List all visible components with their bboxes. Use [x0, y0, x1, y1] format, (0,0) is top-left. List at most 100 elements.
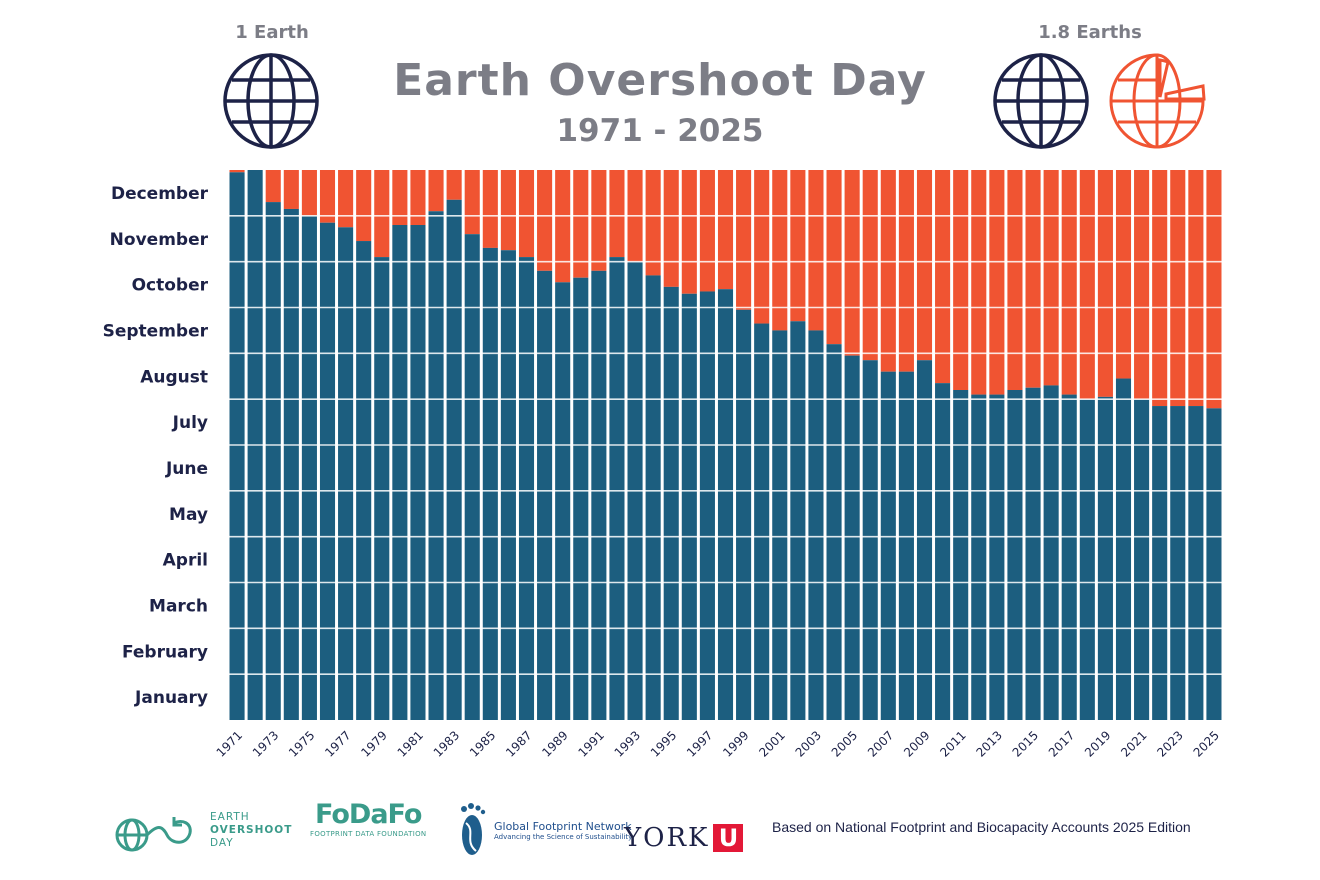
year-label-2011: 2011 — [937, 728, 968, 759]
gfn-name: Global Footprint Network — [494, 819, 632, 833]
year-label-2023: 2023 — [1154, 728, 1185, 759]
overshoot-bar-2017 — [1061, 170, 1077, 395]
bar-1988 — [537, 270, 553, 720]
month-label-november: November — [110, 230, 209, 250]
one-point-eight-earths-label: 1.8 Earths — [1038, 22, 1142, 43]
bar-1984 — [464, 234, 480, 720]
bar-2018 — [1079, 399, 1095, 720]
year-label-1979: 1979 — [358, 728, 389, 759]
bar-2022 — [1152, 406, 1168, 720]
bar-1996 — [681, 293, 697, 720]
overshoot-bar-1976 — [319, 170, 336, 223]
overshoot-bar-1977 — [338, 170, 354, 228]
month-label-october: October — [132, 276, 209, 296]
overshoot-bar-2010 — [935, 170, 951, 384]
bar-2007 — [880, 371, 896, 720]
bar-2003 — [808, 330, 824, 720]
overshoot-bar-1981 — [410, 170, 426, 225]
globe-icon — [993, 53, 1089, 149]
bar-2006 — [862, 360, 878, 720]
bar-1992 — [609, 257, 625, 720]
bar-2011 — [953, 390, 969, 720]
bar-1989 — [555, 282, 571, 720]
month-label-july: July — [172, 413, 208, 433]
bar-1995 — [663, 286, 679, 720]
year-label-1975: 1975 — [286, 728, 317, 759]
overshoot-bar-2001 — [772, 170, 788, 331]
bar-1982 — [428, 211, 444, 720]
bar-1975 — [301, 215, 317, 721]
month-label-april: April — [163, 551, 208, 571]
overshoot-bar-2002 — [790, 170, 806, 322]
year-label-1977: 1977 — [322, 728, 353, 759]
year-label-2003: 2003 — [793, 728, 824, 759]
bar-2025 — [1206, 408, 1222, 720]
overshoot-bar-chart: January February March April May June July Augu… — [103, 170, 1223, 760]
overshoot-bar-2003 — [808, 170, 824, 331]
year-label-1985: 1985 — [467, 728, 498, 759]
earth-overshoot-day-logo: EARTH OVERSHOOT DAY — [112, 800, 292, 860]
bar-2021 — [1134, 399, 1150, 720]
overshoot-bar-1980 — [392, 170, 408, 225]
year-label-2001: 2001 — [756, 728, 787, 759]
overshoot-bar-2025 — [1206, 170, 1222, 409]
month-label-june: June — [165, 459, 208, 479]
year-label-2007: 2007 — [865, 728, 896, 759]
bar-2013 — [989, 394, 1005, 720]
bar-2014 — [1007, 390, 1023, 720]
bar-2019 — [1097, 396, 1113, 720]
year-label-2013: 2013 — [973, 728, 1004, 759]
overshoot-bar-2015 — [1025, 170, 1041, 388]
overshoot-bar-2018 — [1079, 170, 1095, 400]
overshoot-bar-2023 — [1170, 170, 1186, 407]
bar-2016 — [1043, 385, 1059, 720]
overshoot-bar-1971 — [229, 170, 245, 173]
bar-1991 — [591, 270, 607, 720]
overshoot-bar-2004 — [826, 170, 842, 345]
fodafo-subtitle: FOOTPRINT DATA FOUNDATION — [310, 830, 427, 838]
year-label-1995: 1995 — [648, 728, 679, 759]
overshoot-bar-2013 — [989, 170, 1005, 395]
month-label-february: February — [122, 642, 208, 662]
bar-1985 — [482, 247, 498, 720]
overshoot-bar-2006 — [862, 170, 878, 361]
overshoot-bar-2008 — [898, 170, 914, 372]
year-label-1973: 1973 — [250, 728, 281, 759]
overshoot-bar-2011 — [953, 170, 969, 390]
overshoot-bar-2024 — [1188, 170, 1204, 407]
bar-1983 — [446, 199, 462, 720]
overshoot-bar-1982 — [428, 170, 444, 212]
eod-logo-text: EARTH OVERSHOOT DAY — [210, 810, 293, 849]
bar-1998 — [717, 289, 734, 720]
fodafo-logo: FoDaFo FOOTPRINT DATA FOUNDATION — [310, 800, 426, 860]
overshoot-bar-2009 — [916, 170, 933, 361]
bar-1973 — [265, 202, 281, 721]
bar-1981 — [410, 225, 426, 720]
bar-1990 — [573, 277, 589, 720]
overshoot-bar-1985 — [482, 170, 498, 248]
bar-2002 — [790, 321, 806, 720]
month-label-december: December — [111, 184, 209, 204]
gfn-tagline: Advancing the Science of Sustainability — [494, 832, 633, 841]
month-label-september: September — [103, 321, 209, 341]
month-label-august: August — [140, 367, 208, 387]
bar-1971 — [229, 172, 245, 720]
overshoot-bar-2007 — [880, 170, 896, 372]
year-label-1997: 1997 — [684, 728, 715, 759]
york-u-mark: U — [713, 824, 744, 852]
bar-2020 — [1115, 378, 1132, 720]
overshoot-bar-1999 — [736, 170, 752, 310]
bar-2010 — [935, 383, 951, 720]
overshoot-bar-1998 — [717, 170, 734, 290]
year-label-2009: 2009 — [901, 728, 932, 759]
bar-2024 — [1188, 406, 1204, 720]
bar-2001 — [772, 330, 788, 720]
overshoot-bar-2019 — [1097, 170, 1113, 397]
source-note: Based on National Footprint and Biocapac… — [772, 819, 1191, 835]
overshoot-bar-1992 — [609, 170, 625, 258]
overshoot-bar-1988 — [537, 170, 553, 271]
overshoot-bar-1987 — [518, 170, 535, 258]
overshoot-bar-1973 — [265, 170, 281, 203]
bar-2017 — [1061, 394, 1077, 720]
globe-icon — [223, 53, 319, 149]
